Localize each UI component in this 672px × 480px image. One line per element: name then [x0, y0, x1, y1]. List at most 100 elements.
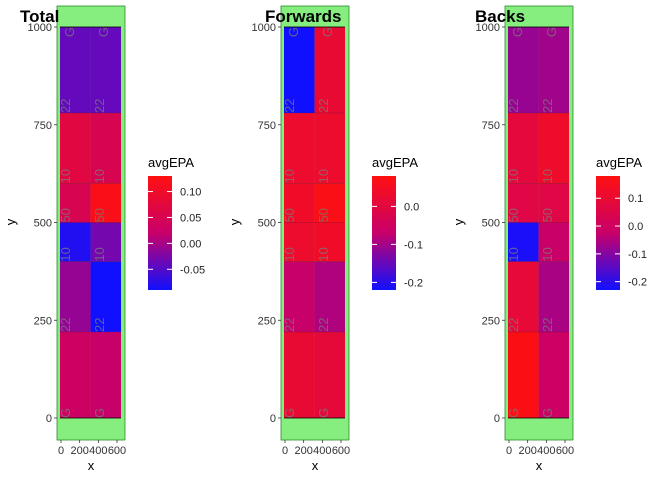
y-tick-label: 500: [34, 218, 52, 230]
x-axis-title: x: [312, 458, 319, 473]
field-marking-label: 10: [316, 169, 331, 183]
y-tick-label: 0: [270, 413, 276, 425]
x-tick-label: 0: [58, 445, 64, 457]
x-tick-label: 0: [506, 445, 512, 457]
heat-cell: [314, 183, 345, 223]
facet-title: Backs: [475, 7, 525, 26]
field-marking-label: 10: [540, 247, 555, 261]
y-tick-label: 0: [46, 413, 52, 425]
field-marking-label: G: [62, 27, 77, 37]
x-tick-label: 600: [556, 445, 574, 457]
y-tick-label: 1000: [476, 22, 500, 34]
field-marking-label: 10: [92, 169, 107, 183]
heat-cell: [508, 261, 539, 332]
heat-cell: [508, 183, 539, 223]
field-marking-label: 10: [282, 247, 297, 261]
field-marking-label: G: [510, 27, 525, 37]
field-marking-label: G: [540, 408, 555, 418]
y-tick-label: 500: [258, 218, 276, 230]
x-tick-label: 200: [518, 445, 536, 457]
facet-title: Total: [20, 7, 59, 26]
field-marking-label: 10: [58, 247, 73, 261]
heat-cell: [538, 183, 569, 223]
field-marking-label: G: [544, 27, 559, 37]
field-marking-label: 10: [316, 247, 331, 261]
heat-cell: [314, 261, 345, 332]
heat-cell: [538, 222, 569, 262]
field-marking-label: 50: [92, 208, 107, 222]
y-tick-label: 250: [34, 315, 52, 327]
heat-cell: [60, 331, 91, 418]
field-marking-label: 22: [282, 318, 297, 332]
x-tick-label: 600: [332, 445, 350, 457]
x-tick-label: 400: [89, 445, 107, 457]
x-tick-label: 200: [70, 445, 88, 457]
heat-cell: [314, 222, 345, 262]
heat-cell: [90, 222, 121, 262]
y-tick-label: 750: [258, 120, 276, 132]
field-marking-label: 22: [282, 99, 297, 113]
field-marking-label: G: [58, 408, 73, 418]
y-tick-label: 500: [482, 218, 500, 230]
field-marking-label: 10: [58, 169, 73, 183]
heat-cell: [90, 27, 121, 114]
heat-cell: [508, 113, 539, 184]
y-tick-label: 250: [482, 315, 500, 327]
field-marking-label: 50: [282, 208, 297, 222]
legend-tick-label: 0.1: [628, 193, 643, 205]
legend-tick-label: -0.1: [404, 239, 423, 251]
heat-cell: [60, 183, 91, 223]
y-tick-label: 1000: [252, 22, 276, 34]
field-marking-label: 10: [506, 247, 521, 261]
x-axis-title: x: [536, 458, 543, 473]
legend-tick-label: 0.0: [404, 201, 419, 213]
heat-cell: [60, 222, 91, 262]
y-axis-title: y: [3, 218, 18, 225]
legend-tick-label: -0.05: [180, 264, 205, 276]
heat-cell: [284, 261, 315, 332]
field-marking-label: 22: [316, 99, 331, 113]
legend-tick-label: -0.1: [628, 249, 647, 261]
field-marking-label: 10: [282, 169, 297, 183]
field-marking-label: G: [506, 408, 521, 418]
x-tick-label: 400: [537, 445, 555, 457]
field-marking-label: 22: [58, 318, 73, 332]
field-marking-label: 10: [92, 247, 107, 261]
field-marking-label: 50: [316, 208, 331, 222]
legend-tick-label: 0.05: [180, 212, 201, 224]
x-tick-label: 200: [294, 445, 312, 457]
x-tick-label: 400: [313, 445, 331, 457]
x-tick-label: 600: [108, 445, 126, 457]
x-axis-title: x: [88, 458, 95, 473]
field-marking-label: G: [316, 408, 331, 418]
heat-cell: [90, 183, 121, 223]
facet-title: Forwards: [265, 7, 342, 26]
y-tick-label: 750: [482, 120, 500, 132]
field-marking-label: 50: [58, 208, 73, 222]
field-marking-label: 22: [540, 318, 555, 332]
heat-cell: [538, 113, 569, 184]
heat-cell: [314, 113, 345, 184]
legend-colorbar: [148, 176, 172, 290]
y-axis-title: y: [451, 218, 466, 225]
legend-tick-label: 0.00: [180, 238, 201, 250]
y-tick-label: 1000: [28, 22, 52, 34]
heat-cell: [60, 27, 91, 114]
legend-title: avgEPA: [148, 155, 194, 170]
field-marking-label: 22: [316, 318, 331, 332]
heat-cell: [284, 222, 315, 262]
y-tick-label: 250: [258, 315, 276, 327]
field-marking-label: 22: [540, 99, 555, 113]
field-marking-label: 22: [506, 99, 521, 113]
heat-cell: [538, 27, 569, 114]
x-tick-label: 0: [282, 445, 288, 457]
legend-tick-label: 0.10: [180, 187, 201, 199]
heat-cell: [314, 331, 345, 418]
field-marking-label: 22: [92, 318, 107, 332]
heat-cell: [284, 113, 315, 184]
heat-cell: [90, 261, 121, 332]
